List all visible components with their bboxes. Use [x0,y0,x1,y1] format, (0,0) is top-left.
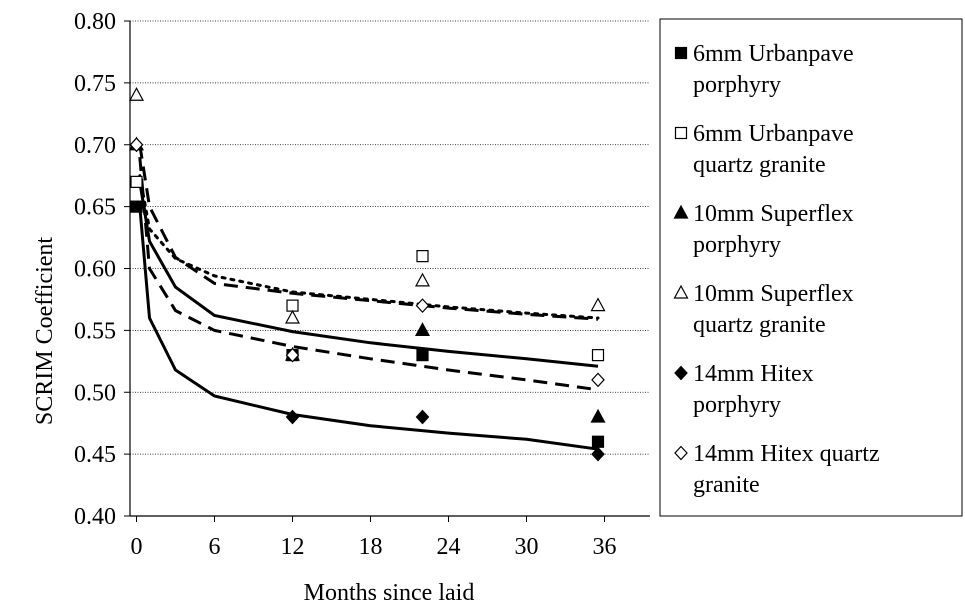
legend-label: porphyry [693,392,781,418]
legend-label: 10mm Superflex [693,281,854,307]
x-tick-label: 24 [437,534,461,560]
y-tick-label: 0.75 [74,71,116,97]
data-point [416,250,429,263]
legend-label: porphyry [693,232,781,258]
trendline-dotted [138,174,600,320]
trendline-dashed [138,156,599,392]
axes [124,20,650,522]
y-tick-label: 0.45 [74,442,116,468]
x-tick-label: 36 [593,534,617,560]
legend-label: 14mm Hitex [693,361,814,387]
data-point [416,349,429,362]
data-markers [128,86,606,462]
y-tick-label: 0.50 [74,380,116,406]
data-point [286,299,299,312]
y-tick-label: 0.60 [74,257,116,283]
trendlines [138,144,600,451]
data-point [129,137,144,153]
trendline-solid [138,181,599,368]
data-point [128,86,145,101]
data-point [285,409,300,425]
x-tick-label: 18 [359,534,383,560]
grid-lines [130,20,650,455]
data-point [130,175,143,188]
legend-marker [674,365,688,381]
legend-label: 10mm Superflex [693,201,854,227]
data-point [591,446,605,462]
data-point [415,409,430,425]
tick-labels: 0.40 0.45 0.50 0.55 0.60 0.65 0.70 0.75 0.80 0 6 12… [74,9,617,560]
data-point [590,408,606,423]
x-tick-label: 30 [515,534,539,560]
legend-marker [674,126,688,140]
y-axis-title: SCRIM Coefficient [32,237,58,426]
legend-label: granite [693,472,760,498]
y-tick-label: 0.70 [74,133,116,159]
legend-label: 6mm Urbanpave [693,41,854,67]
legend-marker [674,445,688,461]
data-point [130,200,143,213]
data-point [285,347,300,363]
x-tick-label: 12 [281,534,305,560]
legend-label: 14mm Hitex quartz [693,441,880,467]
legend-label: 6mm Urbanpave [693,121,854,147]
legend-label: porphyry [693,72,781,98]
data-point [591,372,605,388]
x-axis-title: Months since laid [304,580,475,606]
legend-label: quartz granite [693,312,826,338]
data-point [414,272,431,287]
x-tick-label: 0 [131,534,143,560]
data-point [415,298,430,314]
y-tick-label: 0.65 [74,195,116,221]
legend-marker [673,284,689,299]
y-tick-label: 0.55 [74,318,116,344]
y-tick-label: 0.80 [74,9,116,35]
data-point [414,322,431,336]
data-point [590,297,606,312]
legend-marker [674,46,688,60]
data-point [284,309,301,324]
data-point [591,435,605,448]
legend-box [659,18,963,517]
y-tick-label: 0.40 [74,504,116,530]
legend-marker [673,204,689,219]
trendline-dashed [138,144,599,321]
legend-label: quartz granite [693,152,826,178]
x-tick-label: 6 [209,534,221,560]
data-point [591,349,605,362]
legend: 6mm Urbanpave porphyry 6mm Urbanpave quartz… [659,18,963,517]
